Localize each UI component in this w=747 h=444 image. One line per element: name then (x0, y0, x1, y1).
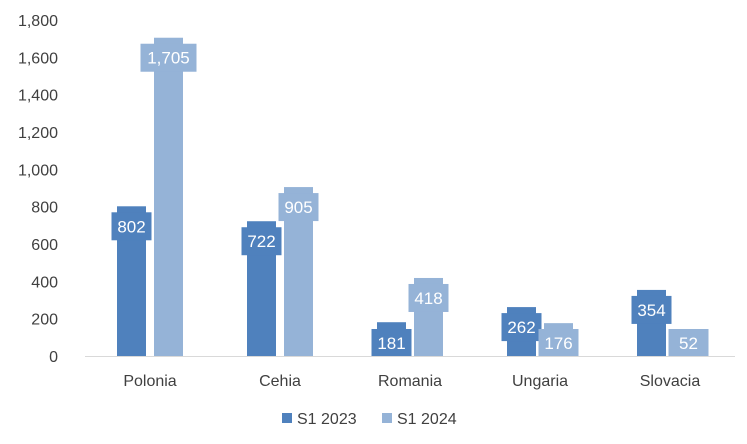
y-tick-label: 0 (49, 349, 58, 366)
data-label: 1,705 (147, 49, 190, 68)
legend-swatch (282, 413, 292, 423)
data-label-box (668, 329, 709, 357)
data-label: 262 (507, 318, 535, 337)
y-tick-label: 1,600 (18, 50, 58, 67)
data-label-box (278, 193, 319, 222)
y-tick-label: 1,200 (18, 125, 58, 142)
y-tick-label: 800 (31, 200, 58, 217)
bar-s1-2024-polonia (154, 37, 183, 356)
data-label: 52 (679, 334, 698, 353)
legend: S1 2023 S1 2024 (282, 411, 457, 428)
y-axis: 0 200 400 600 800 1,000 1,200 1,400 1,600 1,800 (18, 13, 58, 366)
data-label-box (408, 283, 449, 312)
data-label: 176 (544, 334, 572, 353)
legend-swatch (382, 413, 392, 423)
x-category-label: Slovacia (640, 373, 701, 390)
data-label: 354 (637, 301, 665, 320)
y-tick-label: 200 (31, 312, 58, 329)
data-label-box (631, 295, 672, 324)
y-tick-label: 1,000 (18, 162, 58, 179)
data-label: 418 (414, 289, 442, 308)
legend-label: S1 2024 (397, 411, 457, 428)
data-label-box (538, 329, 579, 357)
data-label-box (140, 43, 197, 72)
data-labels: 802 1,705 722 905 181 418 262 176 354 52 (111, 43, 709, 357)
x-category-label: Polonia (123, 373, 176, 390)
x-category-label: Cehia (259, 373, 301, 390)
data-label: 722 (247, 232, 275, 251)
y-tick-label: 1,400 (18, 88, 58, 105)
data-label-box (371, 329, 412, 357)
data-label-box (501, 313, 542, 342)
data-label: 802 (117, 217, 145, 236)
y-tick-label: 1,800 (18, 13, 58, 30)
y-tick-label: 400 (31, 274, 58, 291)
data-label: 905 (284, 198, 312, 217)
x-category-label: Ungaria (512, 373, 568, 390)
y-tick-label: 600 (31, 237, 58, 254)
data-label-box (241, 227, 282, 256)
x-category-label: Romania (378, 373, 442, 390)
data-label: 181 (377, 334, 405, 353)
data-label-box (111, 212, 152, 241)
x-axis: Polonia Cehia Romania Ungaria Slovacia (85, 356, 735, 390)
legend-label: S1 2023 (297, 411, 357, 428)
